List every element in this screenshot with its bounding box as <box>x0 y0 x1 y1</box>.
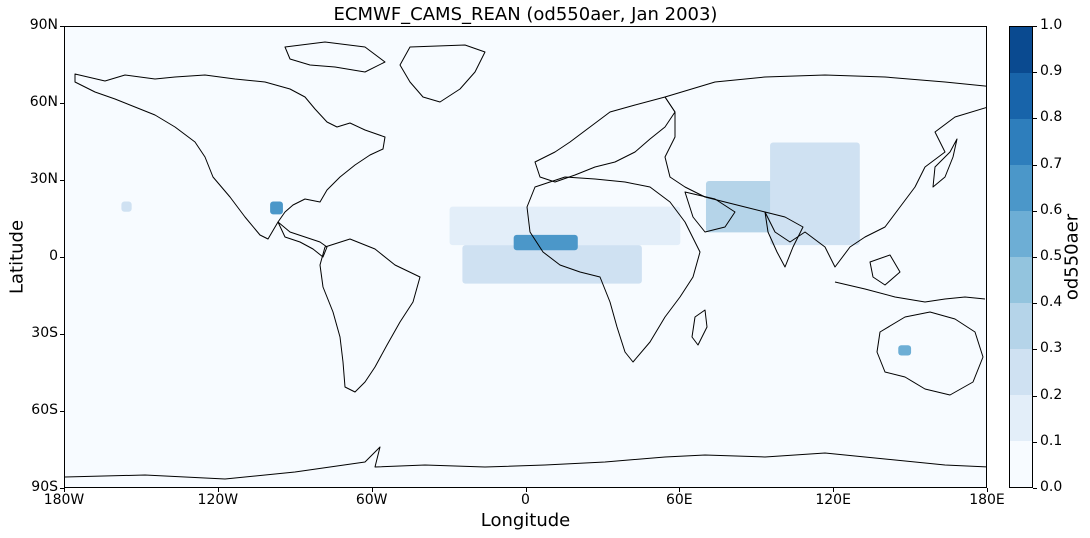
y-tick-label: 30N <box>29 171 58 187</box>
colorbar-segment <box>1010 73 1032 119</box>
colorbar-tick-label: 0.3 <box>1040 340 1063 357</box>
colorbar-tick-mark <box>1033 303 1037 305</box>
x-tick-mark <box>371 488 373 492</box>
colorbar-tick-mark <box>1033 349 1037 351</box>
colorbar-segment <box>1010 119 1032 165</box>
x-tick-label: 0 <box>521 492 530 508</box>
colorbar-tick-label: 0.1 <box>1040 432 1063 449</box>
colorbar-tick-label: 0.6 <box>1040 201 1063 218</box>
colorbar-segment <box>1010 303 1032 349</box>
y-tick-mark <box>60 180 64 181</box>
coastline-north-america <box>74 73 386 240</box>
colorbar-segment <box>1010 257 1032 303</box>
y-tick-mark <box>60 103 64 104</box>
x-tick-mark <box>217 488 219 492</box>
x-tick-label: 180E <box>969 492 1005 508</box>
colorbar-tick-mark <box>1033 164 1037 166</box>
aerosol-hotspot <box>121 201 132 212</box>
coastline-antarctica <box>65 446 986 480</box>
x-tick-mark <box>679 488 681 492</box>
map-canvas <box>65 41 986 480</box>
y-tick-mark <box>60 334 64 335</box>
y-tick-mark <box>60 411 64 412</box>
coastline-greenland <box>399 44 486 103</box>
colorbar-tick-mark <box>1033 72 1037 74</box>
colorbar-tick-label: 0.2 <box>1040 386 1063 403</box>
x-tick-mark <box>987 488 988 492</box>
coastline-japan <box>932 138 958 188</box>
aerosol-hotspot <box>449 206 681 246</box>
y-tick-label: 60S <box>31 402 58 418</box>
colorbar-segment <box>1010 349 1032 395</box>
x-tick-mark <box>833 488 835 492</box>
colorbar-tick-label: 0.5 <box>1040 248 1063 264</box>
coastline-europe <box>534 96 676 183</box>
x-tick-label: 60E <box>665 492 693 508</box>
coastline-arabia <box>684 191 736 233</box>
coastline-australia <box>876 311 984 396</box>
aerosol-heat-layer <box>121 142 912 356</box>
x-tick-label: 120W <box>197 492 239 508</box>
chart-title: ECMWF_CAMS_REAN (od550aer, Jan 2003) <box>333 4 718 25</box>
aerosol-hotspot <box>462 245 642 284</box>
colorbar-tick-mark <box>1033 441 1037 443</box>
x-tick-label: 60W <box>355 492 388 508</box>
colorbar-tick-mark <box>1033 257 1037 258</box>
colorbar-tick-mark <box>1033 395 1037 397</box>
coastline-asia <box>664 74 986 268</box>
y-tick-label: 0 <box>49 248 58 264</box>
colorbar-segment <box>1010 211 1032 257</box>
colorbar-tick-label: 1.0 <box>1040 17 1063 33</box>
coastline-madagascar <box>691 309 708 346</box>
colorbar-tick-mark <box>1033 118 1037 120</box>
colorbar-tick-label: 0.0 <box>1040 479 1063 495</box>
colorbar-label-text: od550aer <box>1061 213 1083 301</box>
y-tick-label: 30S <box>31 325 58 341</box>
colorbar-tick-mark <box>1033 26 1037 27</box>
aerosol-hotspot <box>513 234 578 251</box>
coastline-central-america <box>277 221 328 258</box>
colorbar-segment <box>1010 395 1032 441</box>
coastline-layer <box>65 41 986 480</box>
map-plot-area <box>64 26 987 488</box>
aerosol-hotspot <box>898 345 912 356</box>
colorbar-tick-mark <box>1033 488 1037 489</box>
colorbar-segment <box>1010 165 1032 211</box>
coastline-borneo <box>869 254 901 286</box>
x-axis-label: Longitude <box>480 510 571 531</box>
colorbar-tick-label: 0.8 <box>1040 109 1063 126</box>
x-tick-mark <box>64 488 65 492</box>
y-tick-mark <box>60 488 64 489</box>
coastline-arctic-islands <box>284 41 386 73</box>
aerosol-hotspot <box>270 201 283 215</box>
colorbar-tick-label: 0.9 <box>1040 63 1063 80</box>
x-tick-mark <box>525 488 527 492</box>
y-tick-mark <box>60 26 64 27</box>
colorbar-tick-mark <box>1033 210 1037 212</box>
y-tick-label: 90S <box>31 479 58 495</box>
y-axis-label-text: Latitude <box>6 219 28 295</box>
coastline-south-america <box>319 238 421 393</box>
coastline-indonesia <box>834 281 986 303</box>
y-tick-mark <box>60 257 64 258</box>
colorbar-segment <box>1010 27 1032 73</box>
y-tick-label: 90N <box>29 17 58 33</box>
aerosol-hotspot <box>770 142 860 246</box>
x-tick-label: 180W <box>43 492 85 508</box>
colorbar-segment <box>1010 441 1032 487</box>
colorbar-tick-label: 0.7 <box>1040 155 1063 172</box>
y-tick-label: 60N <box>29 94 58 110</box>
colorbar-tick-label: 0.4 <box>1040 294 1063 311</box>
coastline-india <box>764 211 804 268</box>
x-tick-label: 120E <box>815 492 851 508</box>
coastline-africa <box>526 176 701 363</box>
colorbar <box>1009 26 1033 488</box>
